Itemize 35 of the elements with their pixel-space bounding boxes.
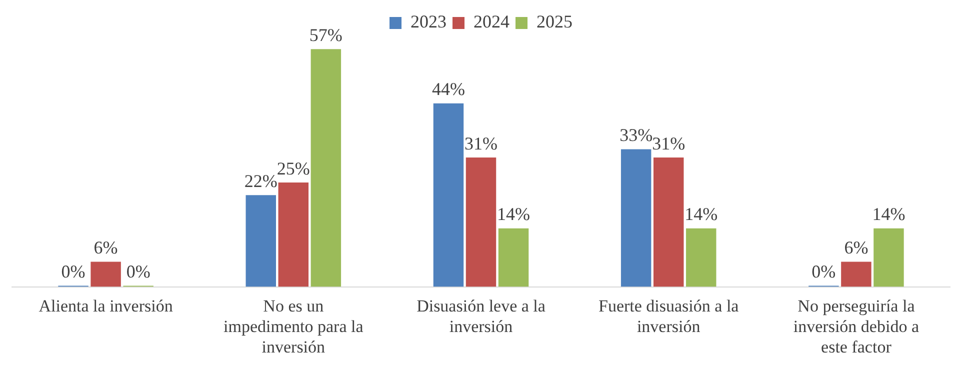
legend-label: 2023	[410, 12, 446, 32]
data-label: 0%	[61, 262, 86, 282]
x-tick-label: Fuerte disuasión a la inversión	[598, 296, 740, 336]
data-label: 57%	[309, 24, 342, 45]
data-label: 33%	[620, 124, 653, 145]
bar	[620, 149, 652, 287]
data-label: 0%	[812, 262, 836, 282]
legend-label: 2025	[536, 12, 572, 32]
x-tick-label: No perseguiría la inversión debido a este factor	[793, 296, 920, 356]
bar	[278, 182, 309, 287]
x-tick-label: Alienta la inversión	[38, 296, 174, 316]
bar	[90, 262, 121, 287]
data-label: 31%	[464, 133, 498, 154]
bar	[246, 195, 276, 287]
data-label: 14%	[684, 204, 718, 224]
bar	[653, 158, 684, 287]
bar	[498, 228, 529, 287]
data-label: 0%	[126, 262, 150, 282]
x-tick-label: Disuasión leve a la inversión	[416, 296, 546, 336]
bar	[686, 228, 716, 287]
bar	[466, 158, 496, 287]
bar	[874, 228, 904, 287]
x-tick-label: No es un impedimento para la inversión	[224, 296, 364, 356]
legend-label: 2024	[474, 12, 510, 32]
data-label: 14%	[497, 204, 530, 224]
data-label: 44%	[432, 79, 465, 100]
bar	[433, 103, 464, 287]
data-label: 31%	[652, 133, 686, 154]
data-label: 6%	[844, 238, 868, 258]
data-label: 22%	[244, 170, 278, 191]
data-label: 14%	[872, 204, 906, 224]
data-label: 25%	[276, 158, 310, 178]
bar	[841, 262, 872, 287]
bar	[310, 49, 342, 287]
data-label: 6%	[94, 238, 118, 258]
